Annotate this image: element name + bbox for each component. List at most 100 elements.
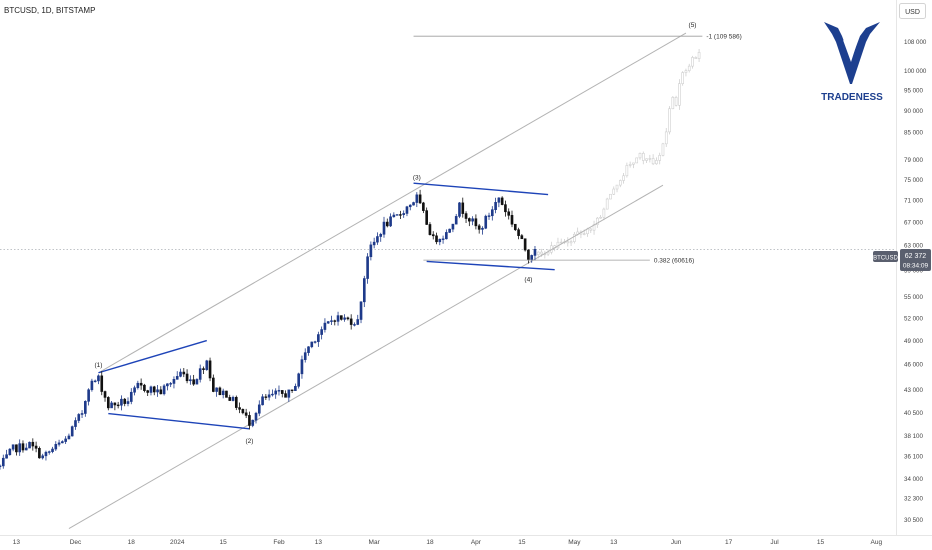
candle-body: [684, 70, 688, 73]
y-tick-label: 63 000: [904, 243, 923, 250]
candle: [481, 226, 484, 235]
candle: [90, 378, 94, 392]
candle: [106, 396, 110, 411]
candle: [527, 249, 530, 264]
candle: [31, 438, 35, 451]
candle-body: [57, 442, 61, 445]
candle: [559, 238, 563, 244]
candle-body: [100, 375, 104, 392]
y-tick-label: 38 100: [904, 433, 923, 440]
candle-body: [523, 238, 527, 251]
candle: [422, 201, 425, 214]
candle: [412, 201, 415, 206]
candle-body: [356, 319, 360, 325]
y-tick-label: 79 000: [904, 157, 923, 164]
candle-body: [149, 386, 153, 393]
candle: [638, 152, 642, 160]
candle: [490, 206, 494, 221]
candle-body: [392, 214, 396, 218]
x-tick-label: 15: [220, 539, 228, 546]
candle: [438, 238, 442, 246]
candle: [625, 162, 629, 178]
candle-body: [379, 233, 383, 237]
candle: [658, 152, 662, 165]
candle-body: [313, 341, 317, 343]
candle-body: [385, 221, 389, 227]
candle: [330, 315, 333, 326]
candle: [215, 387, 218, 397]
candle-body: [382, 221, 386, 235]
candle-body: [234, 396, 238, 408]
candle-body: [399, 214, 402, 216]
currency-selector[interactable]: USD: [899, 3, 926, 19]
candle: [225, 390, 228, 398]
candle: [343, 314, 346, 322]
candle-body: [681, 72, 684, 84]
candle: [28, 441, 31, 449]
fib-label: 0.382 (60616): [654, 258, 694, 265]
candle: [61, 440, 64, 444]
candle: [271, 389, 274, 397]
candle-body: [244, 412, 248, 416]
x-tick-label: 13: [13, 539, 21, 546]
candle-body: [513, 223, 517, 231]
candle-body: [517, 229, 520, 236]
candle: [379, 232, 383, 242]
candle: [126, 397, 130, 407]
candle-body: [74, 420, 77, 427]
candle-body: [21, 443, 25, 451]
time-axis[interactable]: 13 Dec 18 2024 15 Feb 13 Mar 18 Apr 15 May 13 Jun 17 Ju…: [0, 535, 932, 547]
candle: [359, 301, 363, 324]
candle: [376, 232, 379, 245]
candle-body: [566, 241, 570, 244]
candle: [362, 275, 366, 308]
candle: [340, 315, 343, 321]
candle: [468, 217, 471, 227]
candle: [431, 231, 435, 240]
candle: [694, 56, 698, 59]
candle-body: [674, 97, 678, 106]
candle: [425, 207, 428, 225]
candle: [546, 249, 550, 257]
candle: [448, 228, 451, 233]
candle: [333, 319, 337, 326]
candle-body: [129, 391, 133, 402]
candle: [284, 390, 287, 398]
y-tick-label: 95 000: [904, 87, 923, 94]
candle-body: [464, 213, 468, 219]
candle: [0, 464, 2, 470]
candle-body: [5, 454, 8, 459]
candle-body: [24, 447, 28, 451]
candle: [280, 390, 284, 398]
candle-body: [461, 202, 465, 214]
candle-body: [530, 255, 534, 260]
candle: [202, 366, 205, 374]
y-tick-label: 75 000: [904, 177, 923, 184]
candle-body: [435, 235, 438, 243]
candle-body: [264, 396, 268, 398]
candle: [615, 184, 619, 193]
candle-body: [490, 209, 494, 217]
candle-body: [697, 52, 701, 59]
candle: [41, 453, 44, 460]
candle: [651, 154, 655, 166]
candle-body: [8, 448, 12, 455]
candle: [661, 142, 665, 157]
y-tick-label: 108 000: [904, 39, 927, 46]
x-tick-label: 15: [817, 539, 825, 546]
candle: [313, 340, 317, 344]
candle: [67, 433, 71, 440]
candle-body: [215, 387, 218, 392]
candle: [11, 444, 15, 452]
candle-body: [225, 390, 228, 398]
candle: [257, 400, 261, 417]
candle: [645, 158, 648, 163]
candle-body: [448, 228, 451, 233]
candle: [70, 425, 74, 437]
y-tick-label: 46 000: [904, 362, 923, 369]
candle: [198, 364, 202, 383]
candle-body: [257, 404, 261, 414]
candle-body: [307, 346, 310, 353]
